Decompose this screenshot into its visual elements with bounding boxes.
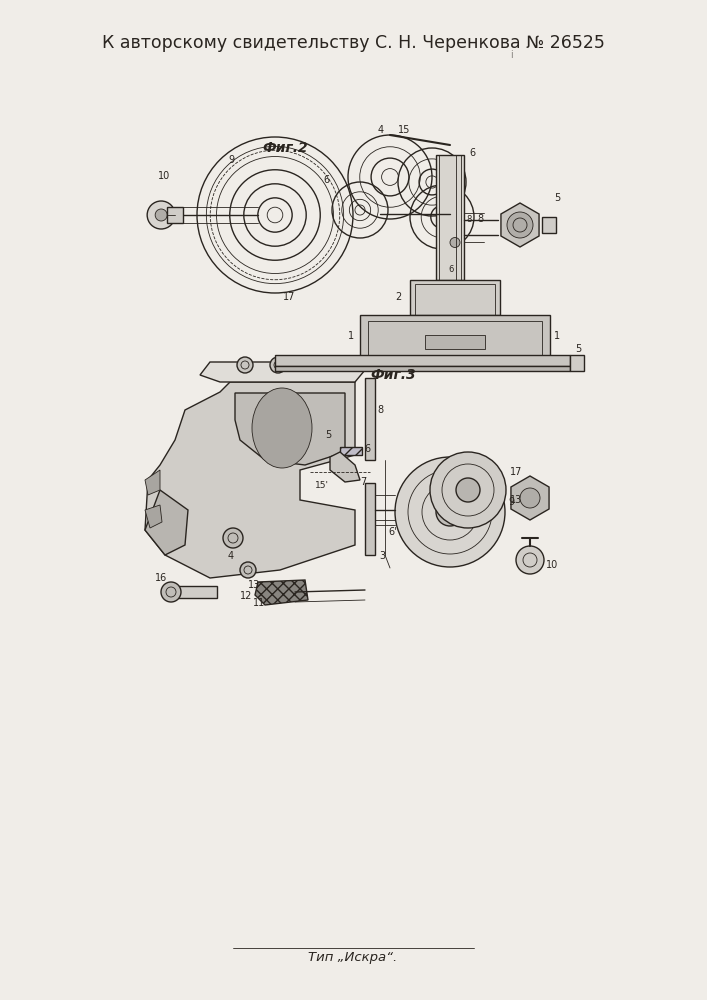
Text: 15': 15' <box>315 482 329 490</box>
Bar <box>542 217 556 233</box>
Text: 2: 2 <box>396 292 402 302</box>
Circle shape <box>395 457 505 567</box>
Text: 6: 6 <box>448 265 453 274</box>
Text: К авторскому свидетельству С. Н. Черенкова № 26525: К авторскому свидетельству С. Н. Черенко… <box>102 34 604 52</box>
Circle shape <box>450 237 460 247</box>
Polygon shape <box>145 490 188 555</box>
Text: Фиг.2: Фиг.2 <box>262 141 308 155</box>
Text: 4: 4 <box>378 125 384 135</box>
Text: 4: 4 <box>228 551 234 561</box>
Bar <box>410 280 500 315</box>
Text: Тип „Искра“.: Тип „Искра“. <box>308 952 397 964</box>
Bar <box>275 366 570 371</box>
Bar <box>167 207 183 223</box>
Text: 1: 1 <box>554 331 560 341</box>
Text: 8: 8 <box>377 405 383 415</box>
Text: 6': 6' <box>388 527 397 537</box>
Text: 3: 3 <box>379 551 385 561</box>
Polygon shape <box>235 393 345 465</box>
Text: 1: 1 <box>348 331 354 341</box>
Circle shape <box>436 498 464 526</box>
Text: 5: 5 <box>554 193 560 203</box>
Bar <box>340 447 362 455</box>
Circle shape <box>430 452 506 528</box>
Bar <box>365 483 375 555</box>
Circle shape <box>270 357 286 373</box>
Bar <box>365 378 375 460</box>
Text: 13: 13 <box>510 495 522 505</box>
Circle shape <box>516 546 544 574</box>
Circle shape <box>240 562 256 578</box>
Text: 11: 11 <box>253 598 265 608</box>
Bar <box>360 315 550 357</box>
Text: 5: 5 <box>325 430 332 440</box>
Circle shape <box>507 212 533 238</box>
Polygon shape <box>511 476 549 520</box>
Bar <box>415 284 495 315</box>
Text: 6: 6 <box>324 175 330 185</box>
Circle shape <box>155 209 167 221</box>
Text: i: i <box>510 50 513 60</box>
Circle shape <box>237 357 253 373</box>
Polygon shape <box>145 470 160 495</box>
Text: 16: 16 <box>155 573 168 583</box>
Text: 7: 7 <box>360 477 366 487</box>
Text: 15: 15 <box>398 125 410 135</box>
Text: 13: 13 <box>248 580 260 590</box>
Ellipse shape <box>252 388 312 468</box>
Text: Фиг.3: Фиг.3 <box>370 368 416 382</box>
Text: 9: 9 <box>228 155 234 165</box>
Text: 8: 8 <box>466 216 472 225</box>
Text: 10: 10 <box>158 171 170 181</box>
Text: 12: 12 <box>240 591 252 601</box>
Text: 10: 10 <box>546 560 559 570</box>
Bar <box>368 321 542 357</box>
Polygon shape <box>145 505 162 528</box>
Bar <box>570 355 584 371</box>
Text: 8: 8 <box>477 214 483 224</box>
Circle shape <box>147 201 175 229</box>
Bar <box>439 155 461 280</box>
Circle shape <box>161 582 181 602</box>
Circle shape <box>456 478 480 502</box>
Bar <box>436 155 464 280</box>
Polygon shape <box>330 452 360 482</box>
Text: 9: 9 <box>508 497 514 507</box>
Text: 5: 5 <box>575 344 581 354</box>
Polygon shape <box>200 362 365 382</box>
Circle shape <box>520 488 540 508</box>
Text: 17: 17 <box>510 467 522 477</box>
Text: 17: 17 <box>283 292 296 302</box>
Circle shape <box>223 528 243 548</box>
Polygon shape <box>145 382 355 578</box>
Bar <box>173 586 217 598</box>
Polygon shape <box>501 203 539 247</box>
Bar <box>275 355 570 366</box>
Text: 6: 6 <box>364 444 370 454</box>
Text: 6: 6 <box>469 148 475 158</box>
Polygon shape <box>255 580 308 605</box>
Bar <box>425 335 485 349</box>
